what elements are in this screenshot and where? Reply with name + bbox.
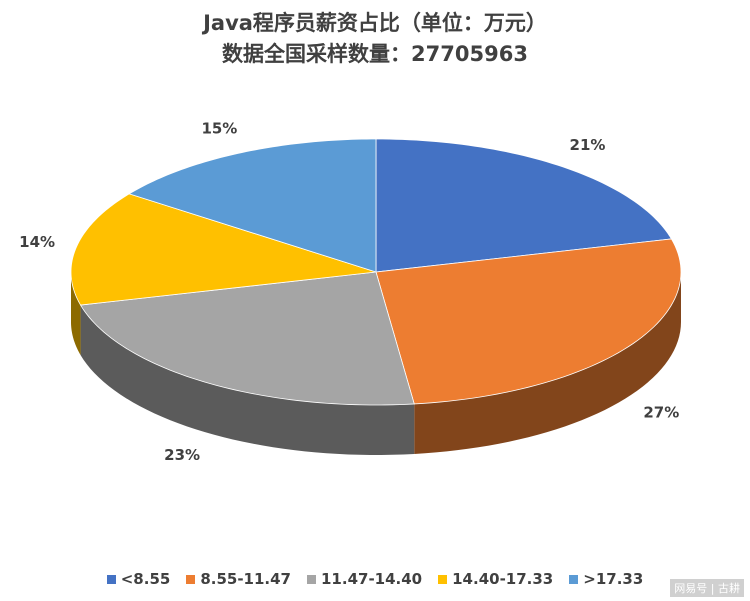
legend-swatch-3 xyxy=(307,574,316,584)
data-label-2: 27% xyxy=(643,404,679,422)
legend-swatch-5 xyxy=(569,574,579,584)
legend-label-5: >17.33 xyxy=(583,570,644,588)
pie-side-2 xyxy=(414,272,681,454)
pie-side-walls xyxy=(71,272,681,455)
watermark: 网易号 | 古耕 xyxy=(670,579,744,597)
pie-side-4 xyxy=(71,272,81,356)
pie-top-faces xyxy=(70,138,682,406)
data-label-4: 14% xyxy=(19,233,55,251)
pie-slice-4 xyxy=(70,193,377,306)
legend-item-2: 8.55-11.47 xyxy=(186,570,291,588)
legend-label-3: 11.47-14.40 xyxy=(321,570,423,588)
legend-item-3: 11.47-14.40 xyxy=(307,570,422,588)
legend-swatch-1 xyxy=(106,574,116,584)
legend-label-2: 8.55-11.47 xyxy=(200,570,291,588)
data-label-3: 23% xyxy=(164,446,200,464)
pie-slice-2 xyxy=(375,238,682,405)
data-label-1: 21% xyxy=(570,136,606,154)
legend-item-4: 14.40-17.33 xyxy=(438,570,553,588)
chart-title: Java程序员薪资占比（单位：万元） 数据全国采样数量：27705963 xyxy=(0,8,750,70)
legend-label-1: <8.55 xyxy=(120,570,171,588)
chart-legend: <8.55 8.55-11.47 11.47-14.40 14.40-17.33 >17… xyxy=(0,566,750,592)
chart-subtitle-line: 数据全国采样数量：27705963 xyxy=(222,42,528,66)
pie-side-3 xyxy=(80,305,415,455)
legend-item-1: <8.55 xyxy=(106,570,171,588)
chart-title-line: Java程序员薪资占比（单位：万元） xyxy=(203,11,547,35)
legend-swatch-2 xyxy=(186,574,196,584)
legend-item-5: >17.33 xyxy=(569,570,643,588)
legend-swatch-4 xyxy=(438,574,448,584)
pie-data-labels: 21% 27% 23% 14% 15% xyxy=(19,120,679,465)
legend-label-4: 14.40-17.33 xyxy=(452,570,554,588)
pie-slice-1 xyxy=(375,138,673,273)
data-label-5: 15% xyxy=(201,120,237,138)
pie-slice-3 xyxy=(79,271,415,406)
pie-slice-5 xyxy=(128,138,377,273)
